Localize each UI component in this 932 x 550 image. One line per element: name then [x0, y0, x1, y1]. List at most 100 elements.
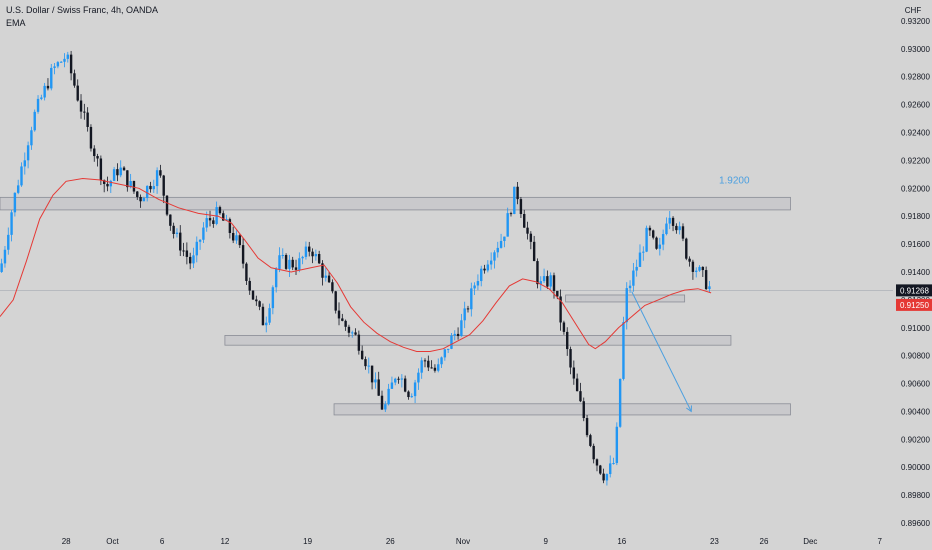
candle-body — [337, 310, 341, 319]
candle-body — [572, 367, 576, 379]
candle-body — [403, 378, 407, 392]
candle-body — [390, 382, 394, 389]
candle-body — [245, 263, 248, 281]
candle-body — [159, 170, 162, 176]
candle-body — [460, 320, 463, 337]
candle-body — [443, 349, 447, 358]
candle-body — [33, 111, 36, 131]
candle-body — [281, 255, 284, 257]
candle-body — [145, 185, 149, 199]
candle-body — [218, 207, 222, 214]
candle-body — [96, 156, 99, 159]
candle-body — [268, 308, 271, 323]
candle-body — [602, 473, 605, 481]
candle-body — [284, 255, 288, 269]
candle-body — [450, 335, 453, 349]
candle-body — [665, 223, 668, 235]
candle-body — [10, 212, 13, 235]
candle-body — [142, 198, 146, 202]
candle-body — [324, 275, 327, 278]
candle-body — [288, 259, 291, 269]
candle-body — [622, 322, 625, 379]
indicator-label[interactable]: EMA — [6, 18, 26, 28]
candle-body — [420, 360, 423, 373]
candle-body — [102, 180, 106, 184]
price-tick-label: 0.90200 — [901, 435, 930, 444]
candle-body — [579, 391, 582, 402]
candle-body — [258, 301, 261, 307]
candle-body — [314, 254, 318, 257]
candle-body — [109, 180, 112, 187]
candle-body — [599, 465, 602, 474]
time-axis: 28 Oct 6 12 19 26 Nov 9 16 23 26 Dec 7 — [62, 537, 883, 546]
time-tick-label: 19 — [303, 537, 312, 546]
candle-body — [241, 245, 245, 264]
candle-body — [317, 254, 321, 264]
candle-body — [526, 227, 529, 234]
candle-body — [549, 275, 552, 287]
candle-body — [344, 320, 347, 327]
candle-body — [529, 233, 533, 242]
candle-body — [53, 66, 56, 68]
symbol-title[interactable]: U.S. Dollar / Swiss Franc, 4h, OANDA — [6, 5, 159, 15]
candle-body — [225, 219, 228, 221]
candle-body — [473, 285, 476, 289]
price-tick-label: 0.91400 — [901, 268, 930, 277]
candle-body — [327, 275, 331, 283]
candle-body — [701, 266, 705, 271]
time-tick-label: 7 — [878, 537, 883, 546]
candle-body — [165, 195, 169, 215]
candle-body — [83, 111, 86, 113]
currency-label: CHF — [905, 6, 922, 15]
candle-body — [483, 268, 486, 271]
candle-body — [69, 54, 73, 74]
candle-body — [331, 282, 334, 292]
candle-body — [410, 396, 413, 398]
sr-zone — [565, 294, 686, 303]
candle-body — [407, 391, 410, 398]
candle-body — [357, 334, 361, 351]
time-tick-label: 23 — [710, 537, 719, 546]
candle-body — [7, 234, 10, 250]
time-tick-label: 9 — [543, 537, 548, 546]
candle-body — [377, 379, 380, 396]
candle-body — [162, 175, 165, 196]
candle-body — [298, 258, 301, 270]
candle-body — [169, 214, 172, 226]
candle-body — [20, 166, 23, 186]
candle-body — [43, 85, 46, 98]
candle-body — [89, 126, 93, 149]
candle-body — [648, 227, 652, 231]
ema-price-label: 0.91250 — [900, 301, 929, 310]
candle-body — [440, 357, 443, 365]
time-tick-label: Nov — [456, 537, 470, 546]
candle-body — [489, 260, 493, 265]
candle-body — [463, 308, 466, 321]
candle-body — [185, 250, 189, 257]
candle-body — [172, 225, 175, 234]
candle-body — [427, 360, 430, 368]
candle-body — [208, 218, 212, 221]
candle-body — [466, 308, 470, 310]
candle-body — [40, 97, 43, 99]
candle-body — [625, 288, 628, 323]
candle-body — [559, 296, 562, 323]
candle-body — [658, 244, 662, 249]
candle-body — [493, 252, 496, 261]
price-tick-label: 0.92200 — [901, 156, 930, 165]
candle-body — [575, 378, 579, 392]
candle-body — [231, 232, 235, 241]
candle-body — [698, 266, 701, 271]
candle-body — [605, 474, 609, 481]
candle-body — [506, 213, 509, 237]
candle-body — [532, 241, 536, 262]
time-tick-label: 26 — [760, 537, 769, 546]
candle-body — [16, 185, 20, 193]
candle-body — [628, 285, 632, 289]
candle-body — [255, 299, 258, 302]
candle-body — [615, 426, 619, 464]
candle-body — [13, 192, 17, 213]
candle-body — [93, 148, 96, 157]
